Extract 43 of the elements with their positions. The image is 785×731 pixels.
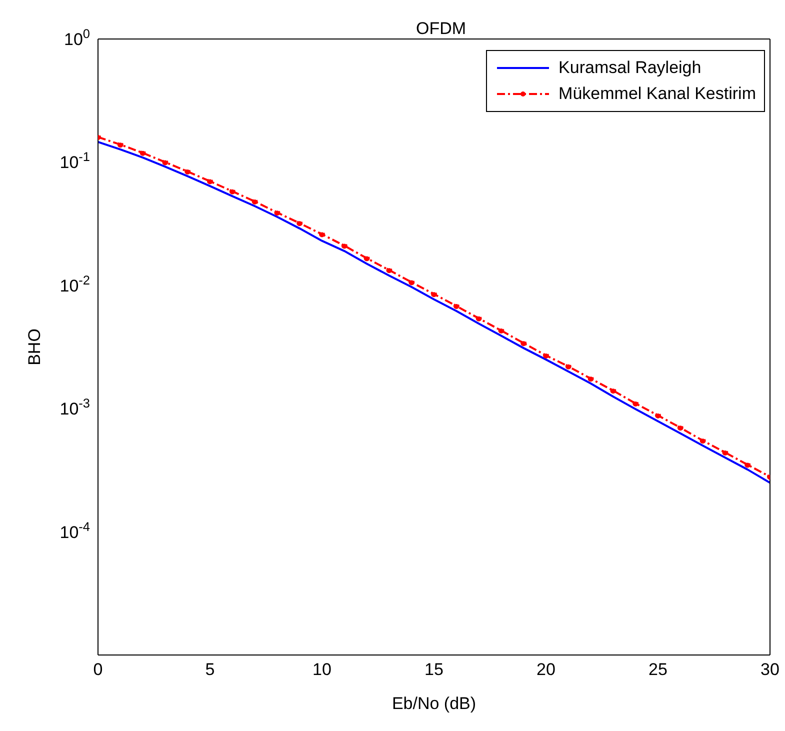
legend-label: Kuramsal Rayleigh	[558, 58, 702, 78]
y-axis-title: BHO	[25, 328, 44, 366]
x-axis-title: Eb/No (dB)	[392, 694, 476, 713]
point	[408, 279, 415, 286]
point	[364, 255, 370, 262]
x-tick-label: 30	[760, 660, 780, 680]
point	[453, 303, 460, 310]
x-tick-label: 10	[312, 660, 332, 680]
point	[162, 159, 168, 166]
point	[207, 178, 213, 184]
point	[117, 142, 124, 148]
x-tick-label: 0	[93, 660, 103, 680]
point	[296, 220, 303, 226]
point	[386, 267, 392, 274]
x-tick-label: 25	[648, 660, 668, 680]
point	[588, 376, 594, 382]
point	[520, 340, 527, 346]
x-tick-label: 15	[424, 660, 444, 680]
y-tick-label: 10$^{-2}$	[60, 272, 90, 296]
point	[498, 328, 504, 334]
point	[744, 462, 751, 468]
point	[565, 363, 572, 370]
point	[229, 188, 236, 194]
legend-label: Mükemmel Kanal Kestirim	[558, 84, 756, 104]
point	[610, 388, 616, 394]
point	[140, 150, 146, 156]
point	[184, 168, 191, 175]
x-tick-label: 5	[205, 660, 215, 680]
point	[476, 315, 482, 322]
y-tick-label: 10$^{-1}$	[60, 148, 90, 172]
point	[700, 438, 706, 444]
chart-title: OFDM	[416, 19, 466, 38]
point	[431, 291, 437, 298]
y-tick-label: 10$^{-4}$	[60, 518, 90, 542]
y-tick-label: 10$^{-3}$	[60, 395, 90, 419]
point	[677, 424, 684, 431]
x-tick-label: 20	[536, 660, 556, 680]
point	[632, 400, 639, 406]
point	[274, 210, 280, 216]
y-tick-label: 10$^{0}$	[64, 26, 90, 49]
point	[722, 450, 728, 456]
point	[319, 231, 325, 238]
point	[341, 242, 348, 249]
